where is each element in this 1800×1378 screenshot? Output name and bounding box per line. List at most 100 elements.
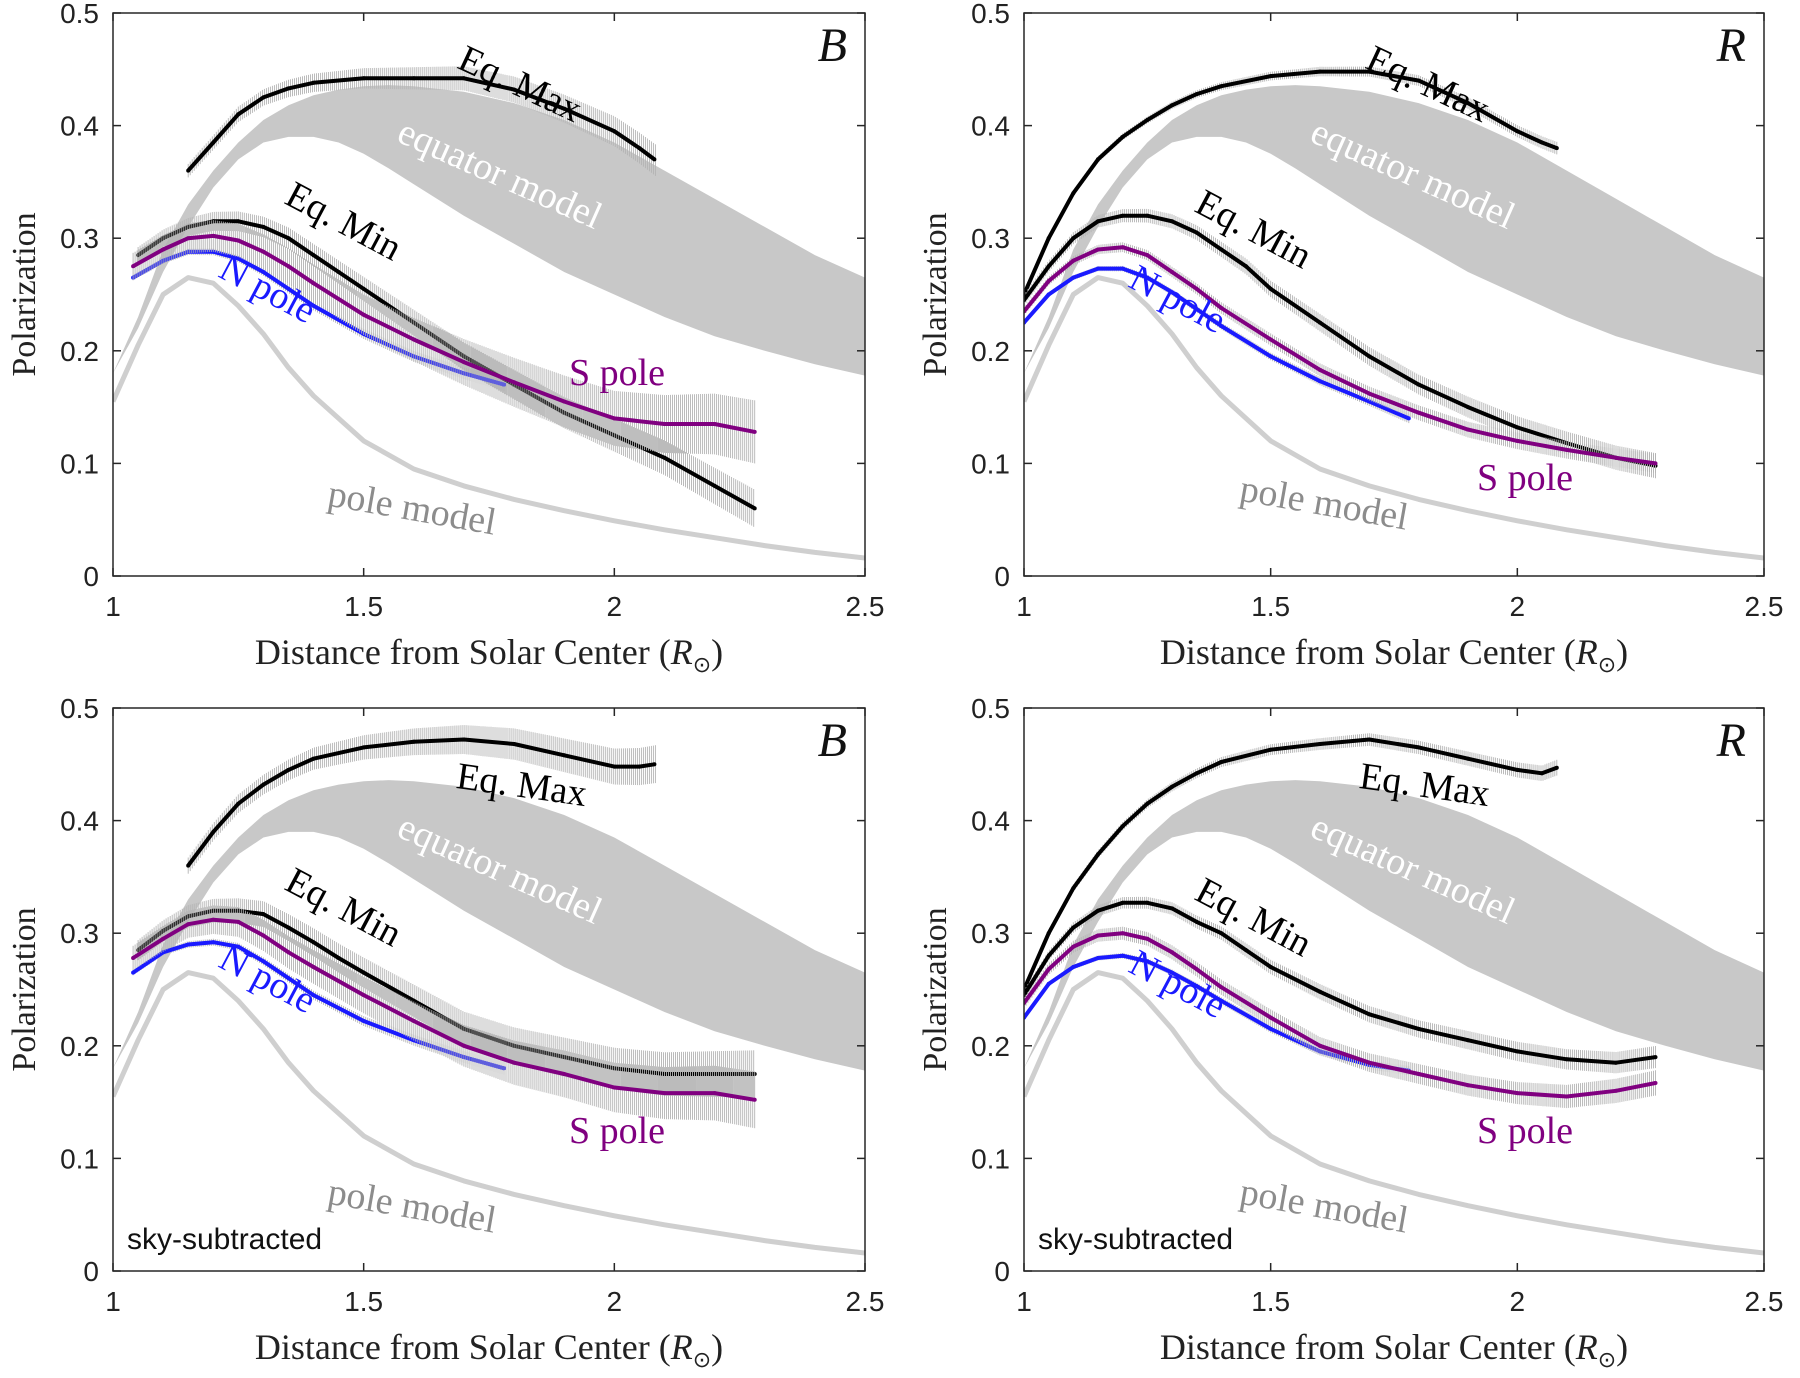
s-pole-point — [1564, 1094, 1569, 1099]
x-tick-label: 1.5 — [1251, 591, 1290, 622]
plot-area — [113, 66, 865, 561]
s-pole-point — [1416, 410, 1421, 415]
y-tick-label: 0 — [83, 1256, 99, 1287]
n-pole-point — [1096, 266, 1100, 271]
eq-min-point — [1096, 908, 1100, 913]
eq-max-point — [411, 739, 416, 744]
s-pole-point — [1416, 1072, 1421, 1076]
x-axis-label-sun-symbol: ⊙ — [693, 1347, 711, 1372]
eq-min-point — [1244, 948, 1248, 953]
s-pole-point — [1170, 950, 1174, 955]
eq-min-point — [361, 970, 366, 975]
s-pole-point — [1367, 391, 1372, 396]
y-axis-label: Polarization — [917, 212, 954, 376]
eq-min-point — [1046, 264, 1051, 269]
n-pole-point — [161, 950, 166, 955]
eq-min-point — [1120, 900, 1125, 905]
y-tick-label: 0.4 — [971, 806, 1010, 837]
panel-bottom-left: 1 1.5 2 2.5 0 0.1 0.2 0.3 0.4 0.5 Distance from So… — [6, 693, 884, 1372]
eq-min-point — [336, 270, 341, 274]
s-pole-point — [1120, 245, 1125, 250]
s-pole-point — [161, 936, 166, 941]
s-pole-point — [512, 380, 517, 385]
eq-min-point — [712, 483, 717, 488]
eq-max-point — [1194, 771, 1199, 776]
eq-max-point — [1096, 852, 1100, 857]
pole-model-label: pole model — [325, 473, 500, 544]
x-tick-label: 2.5 — [846, 1286, 885, 1317]
eq-max-point — [1120, 824, 1125, 829]
eq-min-point — [1318, 320, 1322, 325]
panel-band-letter: B — [818, 714, 847, 767]
eq-max-point — [1515, 129, 1520, 134]
s-pole-point — [1515, 1091, 1520, 1096]
eq-min-point — [1515, 1049, 1520, 1054]
panel-top-left: 1 1.5 2 2.5 0 0.1 0.2 0.3 0.4 0.5 Distance from So… — [6, 0, 884, 677]
y-tick-label: 0.2 — [60, 336, 99, 367]
s-pole-point — [361, 993, 366, 998]
s-pole-point — [662, 1091, 667, 1096]
s-pole-point — [612, 1085, 617, 1090]
eq-min-point — [1145, 213, 1150, 218]
eq-min-point — [1219, 931, 1224, 936]
s-pole-point — [1219, 985, 1224, 990]
y-tick-label: 0.5 — [60, 0, 99, 29]
panel-band-letter: R — [1716, 714, 1746, 767]
s-pole-point — [712, 422, 717, 426]
eq-max-point — [261, 782, 266, 787]
x-tick-label: 1.5 — [344, 1286, 383, 1317]
eq-max-point — [1554, 146, 1559, 151]
eq-max-point — [1416, 745, 1421, 750]
y-tick-label: 0.5 — [971, 0, 1010, 29]
s-pole-point — [261, 933, 266, 938]
panel-band-letter: B — [818, 19, 847, 72]
x-axis-label-close: ) — [1616, 632, 1628, 672]
s-pole-point — [1466, 1083, 1470, 1088]
eq-max-point — [1318, 69, 1322, 74]
n-pole-point — [1194, 307, 1199, 312]
y-tick-label: 0.3 — [971, 223, 1010, 254]
eq-max-point — [1268, 747, 1273, 752]
eq-max-point — [411, 76, 416, 81]
eq-min-point — [1466, 405, 1470, 410]
y-tick-label: 0.1 — [60, 448, 99, 479]
x-axis-label: Distance from Solar Center (R⊙) — [255, 632, 723, 677]
s-pole-point — [1219, 306, 1224, 310]
eq-min-point — [1120, 213, 1125, 218]
eq-min-point — [311, 940, 316, 945]
y-tick-label: 0 — [83, 561, 99, 592]
n-pole-point — [1170, 290, 1174, 295]
s-pole-point — [311, 965, 316, 969]
eq-max-point — [361, 76, 366, 81]
s-pole-point — [1145, 936, 1150, 941]
eq-min-point — [1268, 286, 1273, 291]
n-pole-point — [1268, 354, 1273, 359]
n-pole-point — [261, 959, 266, 964]
eq-min-point — [662, 455, 667, 460]
eq-max-point — [311, 756, 316, 761]
eq-min-label: Eq. Min — [1189, 870, 1319, 966]
n-pole-point — [1046, 292, 1051, 297]
eq-min-point — [1515, 425, 1520, 430]
s-pole-point — [261, 249, 266, 254]
eq-max-point — [612, 129, 617, 134]
s-pole-point — [752, 429, 757, 434]
s-pole-point — [1046, 279, 1051, 283]
s-pole-label: S pole — [569, 352, 665, 394]
s-pole-point — [562, 399, 567, 404]
n-pole-point — [1170, 970, 1174, 975]
n-pole-point — [1071, 965, 1076, 969]
s-pole-point — [1653, 1081, 1658, 1085]
n-pole-point — [1046, 981, 1051, 986]
plot-area — [113, 725, 865, 1256]
s-pole-point — [211, 233, 216, 238]
axes-frame — [112, 12, 866, 577]
eq-max-point — [1268, 74, 1273, 79]
equator-model-band — [113, 85, 865, 376]
n-pole-label: N pole — [1123, 257, 1233, 342]
eq-max-point — [1194, 92, 1199, 97]
y-tick-label: 0 — [994, 1256, 1010, 1287]
eq-min-point — [1071, 925, 1076, 930]
n-pole-point — [1145, 959, 1150, 964]
pole-model-line — [113, 275, 865, 561]
